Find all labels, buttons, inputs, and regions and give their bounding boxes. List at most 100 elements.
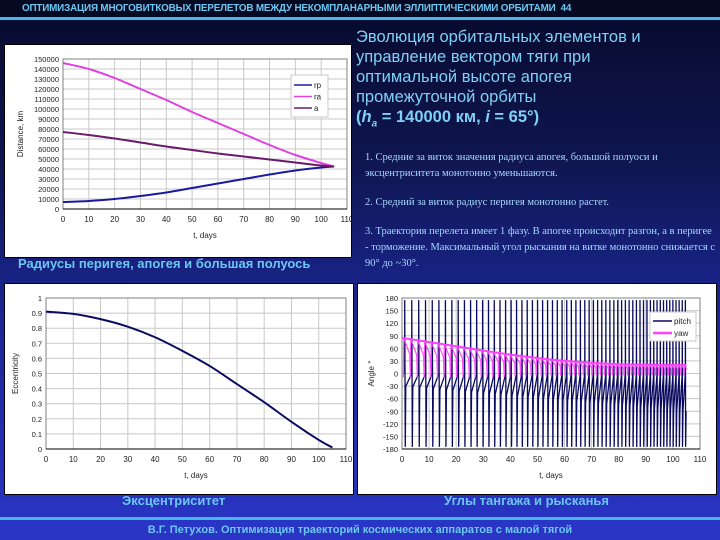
svg-text:100: 100 — [666, 455, 680, 464]
svg-text:70: 70 — [587, 455, 596, 464]
svg-text:30: 30 — [136, 215, 145, 224]
angles-chart: 0 10 20 30 40 50 60 70 80 90 100 110 -180 -150 -120 -90… — [367, 294, 707, 480]
svg-text:yaw: yaw — [674, 329, 688, 338]
eccentricity-chart-panel: 0 10 20 30 40 50 60 70 80 90 100 110 0 0.1 0.2 0.3 0.4 0.… — [4, 283, 354, 495]
svg-text:0: 0 — [38, 445, 42, 454]
svg-text:60: 60 — [213, 215, 222, 224]
svg-text:0.7: 0.7 — [32, 339, 42, 348]
svg-text:10000: 10000 — [38, 195, 59, 204]
svg-text:60000: 60000 — [38, 145, 59, 154]
svg-text:130000: 130000 — [34, 75, 59, 84]
svg-text:0.2: 0.2 — [32, 415, 42, 424]
svg-text:50: 50 — [178, 455, 187, 464]
svg-text:100000: 100000 — [34, 105, 59, 114]
svg-text:90000: 90000 — [38, 115, 59, 124]
svg-text:90: 90 — [390, 332, 398, 341]
svg-text:Angle °: Angle ° — [367, 361, 376, 387]
svg-text:40: 40 — [151, 455, 160, 464]
svg-text:70: 70 — [232, 455, 241, 464]
svg-text:10: 10 — [425, 455, 434, 464]
eccentricity-caption: Эксцентриситет — [122, 493, 226, 508]
svg-text:-30: -30 — [387, 382, 398, 391]
svg-text:-60: -60 — [387, 395, 398, 404]
eccentricity-chart: 0 10 20 30 40 50 60 70 80 90 100 110 0 0.1 0.2 0.3 0.4 0.… — [11, 294, 353, 480]
svg-text:90: 90 — [641, 455, 650, 464]
svg-text:Eccentricity: Eccentricity — [11, 353, 20, 394]
svg-text:0: 0 — [44, 455, 49, 464]
svg-text:60: 60 — [560, 455, 569, 464]
svg-text:a: a — [314, 104, 319, 113]
slide-title: ОПТИМИЗАЦИЯ МНОГОВИТКОВЫХ ПЕРЕЛЕТОВ МЕЖД… — [22, 2, 572, 14]
svg-text:20: 20 — [110, 215, 119, 224]
slide-heading: Эволюция орбитальных элементов и управле… — [356, 27, 718, 134]
svg-text:0: 0 — [61, 215, 66, 224]
svg-text:40: 40 — [162, 215, 171, 224]
svg-text:-120: -120 — [383, 420, 398, 429]
svg-text:70: 70 — [239, 215, 248, 224]
svg-text:40: 40 — [506, 455, 515, 464]
svg-text:180: 180 — [385, 294, 398, 303]
title-bar: ОПТИМИЗАЦИЯ МНОГОВИТКОВЫХ ПЕРЕЛЕТОВ МЕЖД… — [0, 0, 720, 17]
svg-text:30000: 30000 — [38, 175, 59, 184]
svg-text:80: 80 — [265, 215, 274, 224]
svg-text:0: 0 — [400, 455, 405, 464]
svg-text:0: 0 — [394, 370, 398, 379]
svg-text:ra: ra — [314, 93, 322, 102]
svg-text:-150: -150 — [383, 432, 398, 441]
svg-text:120000: 120000 — [34, 85, 59, 94]
svg-text:150000: 150000 — [34, 55, 59, 64]
svg-text:pitch: pitch — [674, 317, 691, 326]
svg-text:90: 90 — [287, 455, 296, 464]
svg-text:10: 10 — [84, 215, 93, 224]
notes-list: 1. Средние за виток значения радиуса апо… — [365, 150, 715, 285]
svg-text:0.5: 0.5 — [32, 370, 42, 379]
radii-chart-panel: 0102030405060708090100110010000200003000… — [4, 44, 354, 258]
svg-text:0.3: 0.3 — [32, 400, 42, 409]
svg-text:110: 110 — [341, 215, 351, 224]
slide-number: 44 — [560, 2, 572, 14]
svg-text:100: 100 — [312, 455, 326, 464]
angles-chart-panel: 0 10 20 30 40 50 60 70 80 90 100 110 -180 -150 -120 -90… — [357, 283, 717, 495]
svg-text:110000: 110000 — [35, 95, 59, 104]
svg-text:70000: 70000 — [38, 135, 59, 144]
svg-text:50: 50 — [188, 215, 197, 224]
svg-text:-90: -90 — [387, 407, 398, 416]
svg-text:20: 20 — [452, 455, 461, 464]
svg-text:0.8: 0.8 — [32, 324, 42, 333]
angles-caption: Углы тангажа и рысканья — [444, 493, 610, 508]
svg-text:140000: 140000 — [34, 65, 59, 74]
svg-text:110: 110 — [694, 455, 707, 464]
note-2: 2. Средний за виток радиус перигея монот… — [365, 197, 610, 208]
svg-text:30: 30 — [123, 455, 132, 464]
svg-text:20: 20 — [96, 455, 105, 464]
svg-text:20000: 20000 — [38, 185, 59, 194]
svg-text:100: 100 — [315, 215, 329, 224]
svg-text:60: 60 — [205, 455, 214, 464]
svg-text:90: 90 — [291, 215, 300, 224]
svg-text:0.6: 0.6 — [32, 354, 42, 363]
footer: В.Г. Петухов. Оптимизация траекторий кос… — [0, 520, 720, 540]
svg-text:0: 0 — [55, 205, 59, 214]
svg-text:120: 120 — [385, 319, 398, 328]
bottom-divider — [0, 517, 720, 520]
svg-text:t, days: t, days — [539, 471, 563, 480]
svg-text:150: 150 — [385, 307, 398, 316]
svg-text:t, days: t, days — [193, 231, 217, 240]
note-3: 3. Траектория перелета имеет 1 фазу. В а… — [365, 226, 715, 269]
svg-text:30: 30 — [390, 357, 398, 366]
svg-text:rp: rp — [314, 81, 322, 90]
svg-text:40000: 40000 — [38, 165, 59, 174]
svg-text:0.9: 0.9 — [32, 309, 42, 318]
svg-text:-180: -180 — [383, 445, 398, 454]
radii-chart: 0102030405060708090100110010000200003000… — [16, 55, 354, 240]
svg-text:1: 1 — [38, 294, 42, 303]
svg-text:80: 80 — [260, 455, 269, 464]
radii-caption: Радиусы перигея, апогея и большая полуос… — [18, 256, 311, 271]
footer-text: В.Г. Петухов. Оптимизация траекторий кос… — [147, 524, 573, 536]
svg-text:80: 80 — [614, 455, 623, 464]
svg-text:50000: 50000 — [38, 155, 59, 164]
svg-text:30: 30 — [479, 455, 488, 464]
svg-text:60: 60 — [390, 344, 398, 353]
svg-text:110: 110 — [340, 455, 353, 464]
heading-params: (ha = 140000 км, i = 65°) — [356, 108, 540, 130]
